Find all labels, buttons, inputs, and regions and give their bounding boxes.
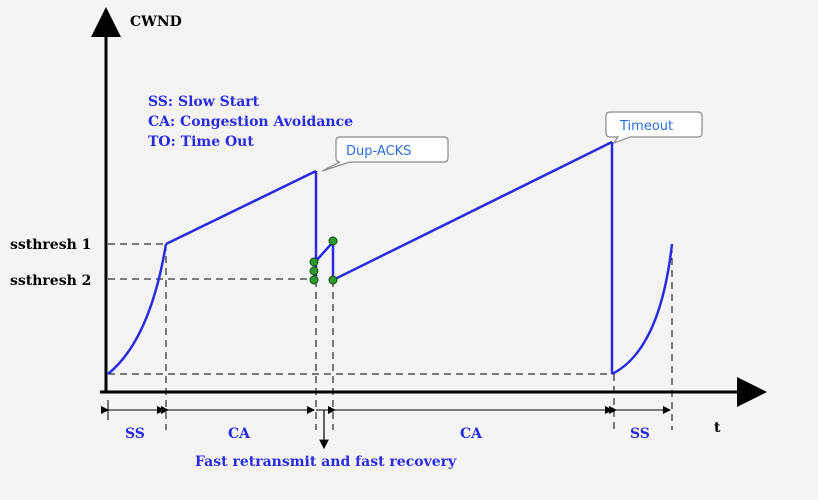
phase-ca-1: CA xyxy=(228,426,251,442)
timeout-label: Timeout xyxy=(619,119,673,134)
legend-ca: CA: Congestion Avoidance xyxy=(148,114,353,130)
recovery-dots xyxy=(309,236,338,285)
fast-retransmit-note: Fast retransmit and fast recovery xyxy=(195,454,457,470)
phase-arrows xyxy=(101,400,671,420)
phase-ss-1: SS xyxy=(125,426,145,442)
timeout-callout: Timeout xyxy=(605,111,703,145)
ssthresh-1-label: ssthresh 1 xyxy=(10,237,91,253)
vertical-guides xyxy=(165,244,673,430)
horizontal-guides xyxy=(108,243,612,375)
ssthresh-2-label: ssthresh 2 xyxy=(10,273,91,289)
dup-acks-callout: Dup-ACKS xyxy=(321,136,449,172)
cwnd-curve xyxy=(107,140,674,376)
dup-acks-label: Dup-ACKS xyxy=(346,144,411,159)
phase-ca-2: CA xyxy=(460,426,483,442)
y-axis-label: CWND xyxy=(130,14,182,30)
legend-ss: SS: Slow Start xyxy=(148,94,260,110)
legend-to: TO: Time Out xyxy=(148,134,254,150)
x-axis-label: t xyxy=(714,420,721,436)
phase-ss-2: SS xyxy=(630,426,650,442)
